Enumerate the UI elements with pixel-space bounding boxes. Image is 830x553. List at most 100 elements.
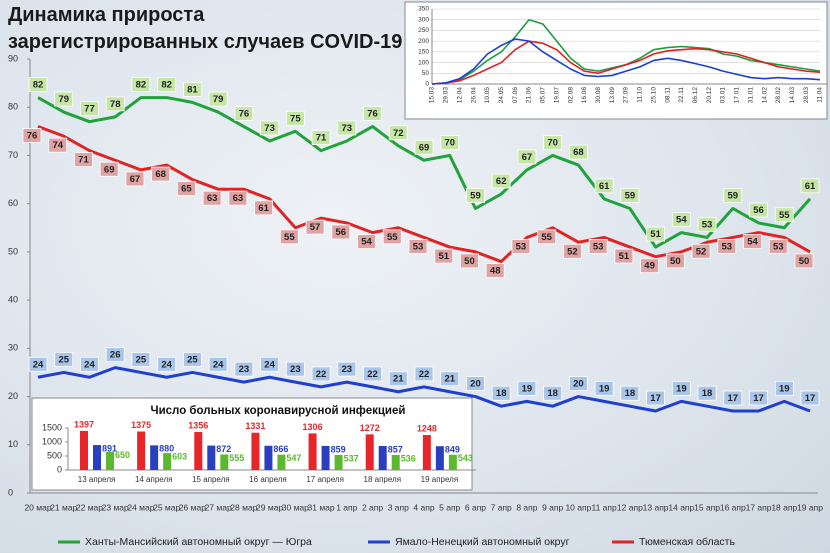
data-label: 25	[136, 354, 147, 365]
data-label: 536	[401, 453, 416, 463]
x-tick-label: 10.05	[484, 87, 491, 104]
line	[37, 366, 811, 413]
x-tick-label: 13.09	[609, 87, 616, 104]
x-tick-label: 25.10	[650, 87, 657, 104]
data-label-box	[466, 188, 485, 203]
data-label: 59	[470, 191, 481, 202]
line	[431, 40, 821, 85]
data-label-box	[543, 385, 563, 401]
x-tick-label: 18 апр	[771, 502, 797, 512]
bar	[422, 435, 431, 470]
data-label: 859	[331, 444, 346, 454]
data-label-box	[305, 219, 325, 235]
x-tick-label: 10 апр	[565, 502, 591, 512]
x-tick-label: 16 апр	[720, 502, 746, 512]
data-label-box	[517, 149, 537, 165]
x-tick-label: 11 апр	[592, 502, 618, 512]
data-label-box	[485, 263, 505, 278]
x-tick-label: 28.02	[775, 87, 782, 104]
x-tick-label: 08.11	[664, 87, 671, 103]
data-label-box	[691, 243, 711, 259]
bar	[80, 430, 88, 470]
data-label: 63	[207, 193, 218, 204]
data-label: 17	[753, 393, 764, 404]
data-label-box	[202, 190, 222, 206]
data-label: 68	[573, 147, 584, 158]
data-label: 62	[496, 176, 507, 187]
data-label: 54	[747, 237, 758, 248]
data-label-box	[614, 248, 634, 264]
data-label-box	[517, 380, 537, 396]
data-label-box	[768, 239, 788, 254]
data-label: 24	[264, 359, 275, 370]
data-label-box	[408, 239, 428, 254]
data-label-box	[697, 217, 717, 232]
data-label-box	[646, 390, 665, 406]
data-label-box	[208, 91, 228, 107]
chart-title: Динамика прироста зарегистрированных слу…	[8, 4, 403, 53]
data-label: 24	[33, 359, 44, 370]
y-tick-label: 200	[418, 38, 429, 45]
data-label: 24	[213, 359, 224, 370]
data-label-box	[80, 356, 99, 372]
x-tick-label: 28.03	[803, 87, 810, 104]
data-label: 73	[264, 123, 275, 134]
data-label: 857	[388, 444, 403, 454]
y-tick-label: 80	[8, 102, 18, 112]
data-label-box	[646, 226, 665, 242]
data-label: 56	[753, 205, 764, 216]
data-label: 25	[58, 354, 69, 365]
data-label-box	[749, 390, 768, 406]
x-tick-label: 11.10	[637, 87, 644, 103]
x-tick-label: 22 мар	[76, 502, 103, 512]
data-label: 1248	[417, 423, 437, 433]
data-label-box	[363, 106, 382, 121]
data-label: 59	[728, 191, 739, 202]
data-label-box	[440, 135, 460, 150]
data-label: 17	[805, 393, 816, 404]
data-label-box	[254, 200, 274, 216]
data-label-box	[723, 390, 743, 406]
data-label: 53	[722, 241, 733, 252]
x-tick-label: 20 мар	[24, 502, 51, 512]
data-label: 76	[367, 109, 378, 120]
data-label: 50	[799, 256, 810, 267]
x-tick-label: 14 апр	[668, 502, 694, 512]
y-tick-label: 500	[47, 450, 62, 460]
data-label-box	[537, 229, 557, 245]
data-label: 20	[470, 379, 481, 390]
data-label: 849	[445, 445, 460, 455]
x-tick-label: 8 апр	[516, 502, 537, 512]
y-tick-label: 10	[8, 439, 18, 449]
data-label-box	[717, 239, 737, 254]
y-tick-label: 0	[8, 487, 13, 497]
data-label: 65	[181, 184, 192, 195]
x-tick-label: 27.09	[623, 87, 630, 104]
x-tick-label: 14.02	[761, 87, 768, 104]
x-tick-label: 17.01	[734, 87, 741, 104]
data-label-box	[279, 229, 299, 245]
data-label: 48	[490, 266, 501, 277]
data-label-box	[569, 144, 588, 160]
y-tick-label: 70	[8, 150, 18, 160]
x-tick-label: 18 апреля	[364, 475, 402, 484]
x-tick-label: 12 апр	[617, 502, 643, 512]
data-label-box	[414, 366, 434, 382]
data-label-box	[285, 110, 305, 126]
data-label: 55	[541, 232, 552, 243]
x-tick-label: 15.03	[429, 87, 436, 104]
data-label: 866	[273, 444, 288, 454]
data-label: 50	[670, 256, 681, 267]
data-label: 72	[393, 128, 404, 139]
data-label: 61	[258, 203, 269, 214]
data-label-box	[491, 385, 511, 401]
line	[37, 125, 811, 264]
x-tick-label: 13 апр	[643, 502, 669, 512]
y-tick-label: 20	[8, 391, 18, 401]
data-label: 67	[130, 174, 141, 185]
x-tick-label: 19 апр	[797, 502, 823, 512]
data-label-box	[800, 390, 820, 406]
data-label-box	[723, 188, 743, 203]
data-label: 1375	[131, 420, 151, 430]
bar	[378, 446, 387, 470]
